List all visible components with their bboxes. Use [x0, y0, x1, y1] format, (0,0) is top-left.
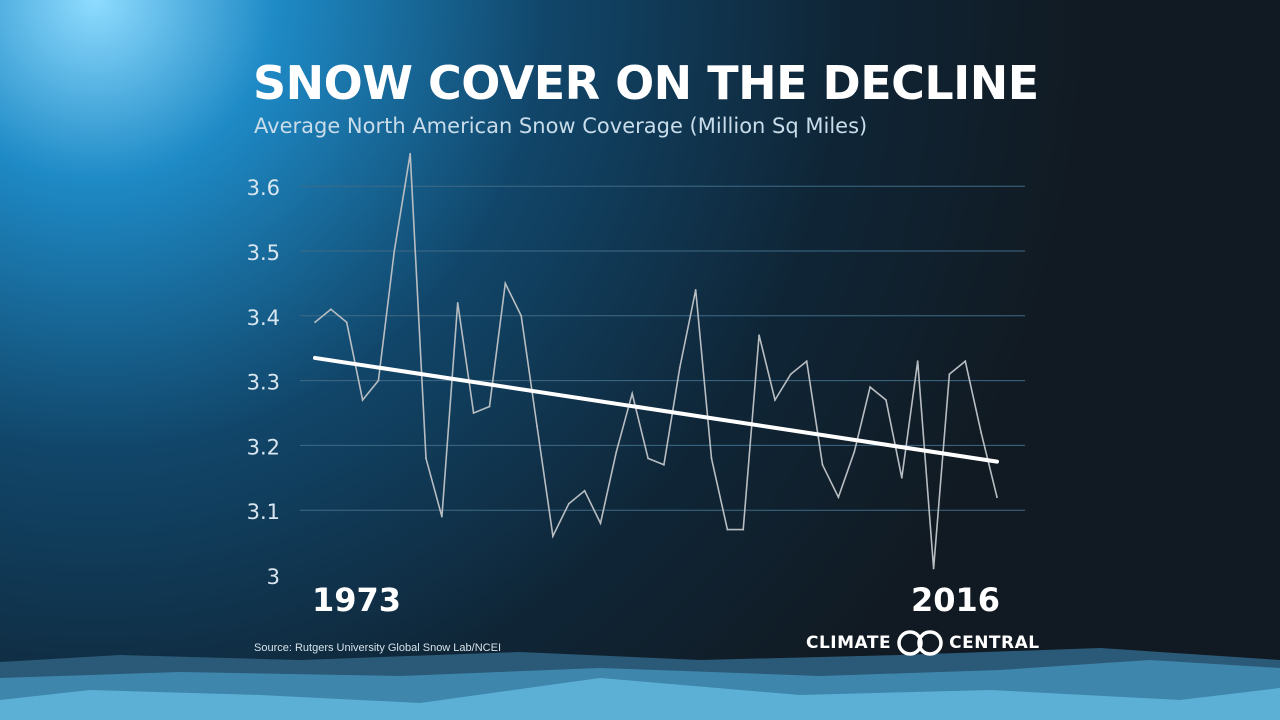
trend-group — [313, 355, 999, 464]
data-point — [869, 386, 872, 388]
y-tick-label: 3.1 — [247, 500, 280, 524]
data-point — [805, 360, 808, 363]
data-point — [710, 457, 713, 460]
logo-rings-icon — [897, 630, 943, 656]
data-point — [932, 567, 935, 570]
series-line — [314, 153, 998, 569]
data-point — [885, 399, 887, 401]
source-credit: Source: Rutgers University Global Snow L… — [254, 642, 501, 654]
data-point — [504, 282, 507, 285]
data-point — [948, 373, 951, 376]
data-point — [900, 476, 903, 479]
climate-central-logo: CLIMATE CENTRAL — [806, 628, 1040, 658]
y-tick-label: 3.2 — [247, 435, 280, 459]
data-point — [980, 431, 983, 434]
data-point — [314, 321, 316, 324]
x-tick-label: 1973 — [312, 581, 401, 619]
data-point — [361, 399, 364, 401]
data-point — [345, 321, 348, 324]
data-point — [536, 425, 538, 427]
data-point — [663, 463, 665, 466]
data-point — [678, 366, 681, 369]
wave-front — [0, 678, 1280, 720]
data-point — [996, 496, 998, 499]
data-point — [425, 457, 427, 460]
page-title: SNOW COVER ON THE DECLINE — [253, 56, 1039, 110]
y-tick-label: 3.5 — [247, 241, 280, 265]
data-point — [758, 334, 760, 337]
data-point — [774, 399, 776, 401]
data-point — [742, 528, 745, 531]
data-point — [631, 392, 634, 395]
series-group — [314, 152, 998, 570]
data-point — [393, 250, 396, 252]
data-point — [964, 360, 967, 363]
page-subtitle: Average North American Snow Coverage (Mi… — [254, 114, 868, 138]
data-point — [853, 450, 856, 453]
gridlines — [300, 185, 1025, 511]
data-point — [821, 463, 824, 466]
y-tick-label: 3.6 — [247, 176, 280, 200]
data-point — [567, 502, 570, 505]
logo-text-right: CENTRAL — [949, 633, 1040, 653]
data-point — [552, 535, 554, 538]
data-point — [329, 308, 332, 311]
data-point — [456, 301, 459, 304]
data-point — [472, 412, 475, 414]
data-point — [694, 288, 697, 291]
logo-text-left: CLIMATE — [806, 633, 892, 653]
y-tick-label: 3.3 — [247, 371, 280, 395]
y-tick-label: 3.4 — [247, 306, 280, 330]
y-tick-label: 3 — [267, 565, 280, 589]
data-point — [647, 457, 649, 460]
data-point — [488, 405, 491, 408]
data-point — [615, 450, 618, 453]
data-point — [726, 528, 729, 531]
data-point — [837, 496, 840, 499]
x-tick-labels: 1973 2016 — [312, 581, 1000, 619]
y-tick-labels: 3 3.1 3.2 3.3 3.4 3.5 3.6 — [247, 176, 280, 589]
data-point — [520, 314, 523, 317]
data-point — [916, 360, 919, 363]
data-point — [789, 373, 792, 376]
data-point — [377, 379, 380, 382]
data-point — [599, 522, 602, 525]
x-tick-label: 2016 — [911, 581, 1000, 619]
data-point — [409, 152, 412, 155]
data-point — [440, 515, 443, 518]
data-point — [583, 489, 586, 492]
trend-line — [313, 355, 999, 464]
